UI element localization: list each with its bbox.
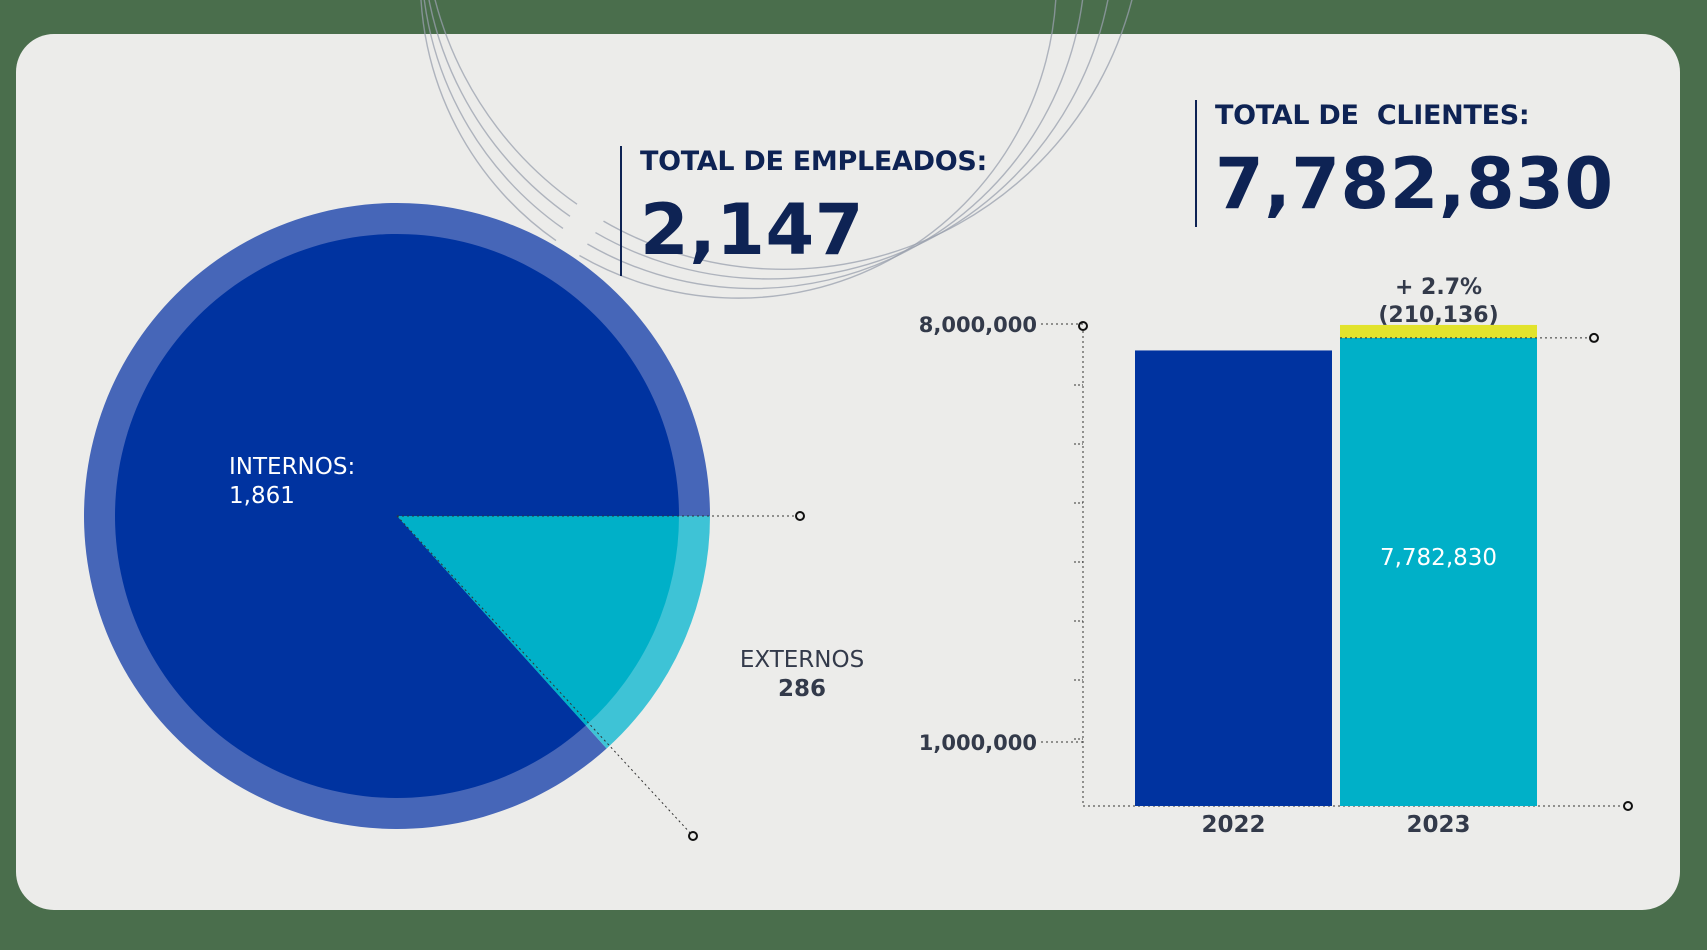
guide-dot-bottom [688,831,698,841]
y-tick-label: 8,000,000 [919,313,1037,337]
growth-segment [1340,324,1537,338]
internos-value: 1,861 [229,483,295,509]
employees-label: TOTAL DE EMPLEADOS: [640,146,988,177]
externos-value: 286 [778,676,826,702]
externos-label: EXTERNOS [740,647,864,673]
decorative-ring [420,0,1057,299]
clients-value: 7,782,830 [1215,143,1614,225]
y-axis-top-dot [1078,321,1088,331]
guide-dot-top [795,511,805,521]
employees-value: 2,147 [640,189,864,271]
bar-2022 [1135,350,1332,806]
bar-2023 [1340,337,1537,806]
growth-abs-label: (210,136) [1378,303,1498,328]
bar-value-label: 7,782,830 [1380,545,1497,571]
x-tick-label: 2022 [1201,812,1265,838]
decorative-ring [423,0,1084,290]
growth-pct-label: + 2.7% [1395,275,1482,300]
internos-label: INTERNOS: [229,454,355,480]
clients-stat: TOTAL DE CLIENTES: 7,782,830 [1195,100,1614,227]
pie-slice-externos [397,516,679,726]
y-tick-label: 1,000,000 [919,731,1037,755]
decorative-ring [434,0,1133,271]
decorative-ring [428,0,1109,280]
employees-stat: TOTAL DE EMPLEADOS: 2,147 [620,146,987,276]
x-tick-label: 2023 [1406,812,1470,838]
clients-label: TOTAL DE CLIENTES: [1215,100,1530,131]
growth-guide-dot [1589,332,1599,343]
x-axis-end-dot [1623,801,1633,811]
